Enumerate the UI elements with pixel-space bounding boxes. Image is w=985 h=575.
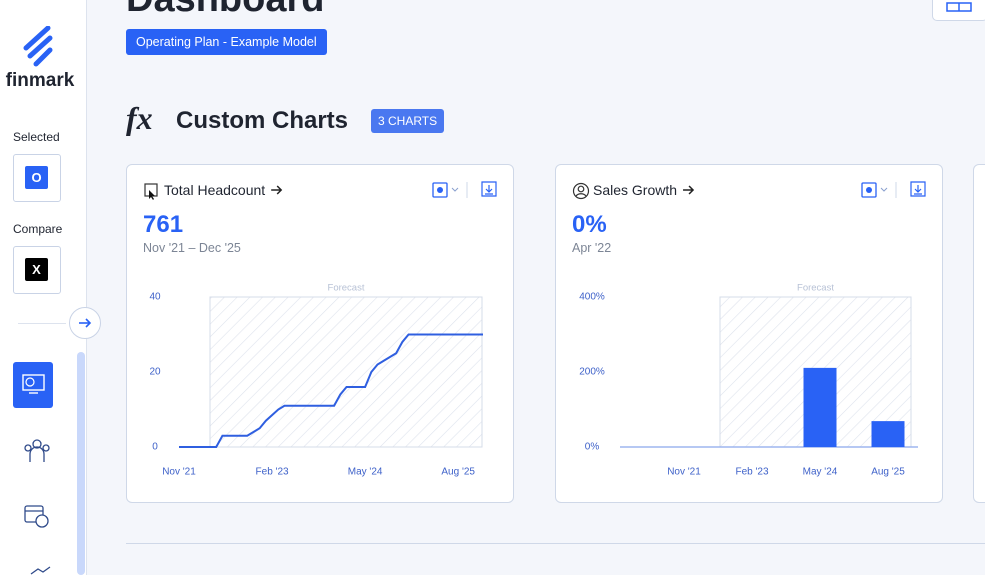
compare-scenario[interactable]: X xyxy=(13,246,61,294)
x-tick-label: Nov '21 xyxy=(667,467,701,478)
x-tick-label: Feb '23 xyxy=(735,467,768,478)
bar xyxy=(871,421,905,447)
chart: Forecast 0 20 40 Nov '21 Feb '23 May '24 Aug '2… xyxy=(149,181,497,478)
y-tick-label: 0 xyxy=(152,442,158,453)
nav-trend[interactable] xyxy=(30,565,52,575)
divider xyxy=(18,323,66,324)
selected-scenario[interactable]: O xyxy=(13,154,61,202)
nav-people[interactable] xyxy=(22,436,52,466)
section-title: Custom Charts xyxy=(176,107,349,134)
section-icon: fx xyxy=(126,100,153,136)
forecast-label: Forecast xyxy=(328,283,365,294)
x-tick-label: Nov '21 xyxy=(162,467,196,478)
layout-icon xyxy=(946,2,972,12)
chart: Forecast 0% 200% 400% Nov '21 Feb '23 May '24 A… xyxy=(579,181,926,478)
nav-billing[interactable] xyxy=(23,502,53,532)
x-tick-label: Aug '25 xyxy=(441,467,475,478)
arrow-icon xyxy=(79,318,92,328)
y-tick-label: 400% xyxy=(579,292,605,303)
card-period: Nov '21 – Dec '25 xyxy=(143,241,241,255)
compare-value: X xyxy=(25,258,48,281)
divider xyxy=(126,543,985,544)
x-tick-label: Aug '25 xyxy=(871,467,905,478)
compare-label: Compare xyxy=(13,222,63,236)
y-tick-label: 0% xyxy=(585,442,600,453)
logo-icon xyxy=(23,26,53,67)
title-arrow xyxy=(271,185,283,195)
nav-dashboard[interactable] xyxy=(13,362,53,408)
settings-caret xyxy=(451,187,459,192)
logo: finmark xyxy=(5,70,75,91)
selected-label: Selected xyxy=(13,130,60,144)
x-tick-label: May '24 xyxy=(348,467,383,478)
headcount-icon xyxy=(144,183,158,200)
plan-badge[interactable]: Operating Plan - Example Model xyxy=(126,29,327,55)
y-tick-label: 200% xyxy=(579,367,605,378)
forecast-label: Forecast xyxy=(797,283,834,294)
y-tick-label: 40 xyxy=(149,292,161,303)
chart-count-badge: 3 CHARTS xyxy=(371,109,445,133)
layout-button[interactable] xyxy=(932,0,985,21)
page-title: Dashboard xyxy=(126,0,324,21)
chart-card: Total Headcount 761 Nov '21 – Dec '25 Fo… xyxy=(126,164,514,503)
sidebar: finmark Selected O Compare X xyxy=(0,0,87,575)
growth-icon xyxy=(572,182,590,200)
card-title[interactable]: Total Headcount xyxy=(164,182,266,198)
settings-gear xyxy=(437,187,443,193)
settings-button xyxy=(861,182,877,198)
x-tick-label: Feb '23 xyxy=(256,467,289,478)
settings-gear xyxy=(866,187,872,193)
download-button xyxy=(481,181,497,197)
scrollbar xyxy=(77,352,85,575)
card-title[interactable]: Sales Growth xyxy=(593,182,678,198)
card-period: Apr '22 xyxy=(572,241,612,255)
title-arrow xyxy=(683,185,695,195)
bar xyxy=(803,367,837,447)
x-tick-label: May '24 xyxy=(803,467,838,478)
settings-caret xyxy=(880,187,888,192)
card-value: 0% xyxy=(572,211,607,238)
line xyxy=(179,333,483,448)
y-tick-label: 20 xyxy=(149,367,161,378)
chart-card-partial xyxy=(973,164,985,503)
forecast-region xyxy=(209,296,483,448)
settings-button xyxy=(432,182,448,198)
chart-card: Sales Growth 0% Apr '22 Forecast 0% 200% 40… xyxy=(555,164,943,503)
dashboard-icon xyxy=(22,374,45,394)
expand-sidebar[interactable] xyxy=(69,307,101,339)
download-button xyxy=(910,181,926,197)
selected-value: O xyxy=(25,166,48,189)
card-value: 761 xyxy=(143,211,184,238)
